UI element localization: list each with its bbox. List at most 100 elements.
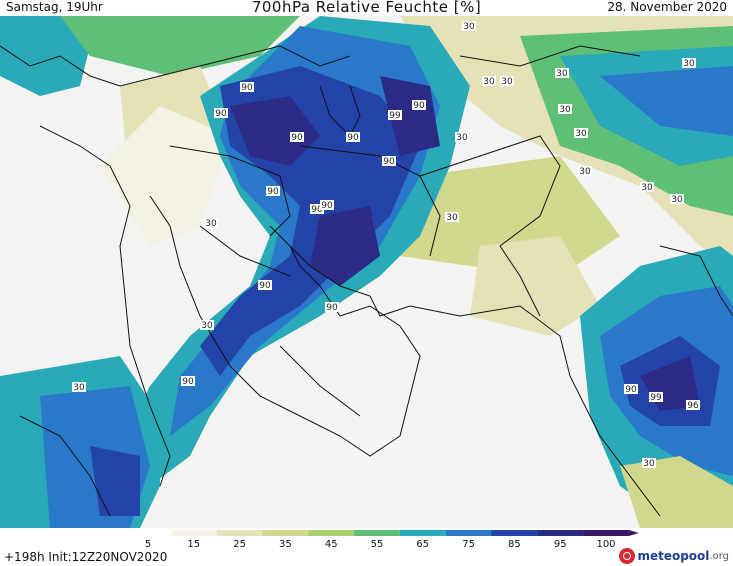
border-central-asia <box>459 45 641 67</box>
coastlines-borders <box>0 45 733 517</box>
svg-text:30: 30 <box>556 69 568 79</box>
svg-text:90: 90 <box>241 83 253 93</box>
humidity-zone-syria <box>100 106 230 246</box>
svg-text:30: 30 <box>201 321 213 331</box>
colorbar-swatch <box>128 530 174 536</box>
humidity-zone-pakistan <box>470 236 600 336</box>
contour-label: 30 <box>555 68 569 79</box>
svg-text:90: 90 <box>291 133 303 143</box>
colorbar-ticks: 5 15 25 35 45 55 65 75 85 95 100 <box>145 539 616 548</box>
colorbar-swatch <box>399 530 446 536</box>
valid-day-time: Samstag, 19Uhr <box>6 0 103 14</box>
map-canvas: 30 30 30 30 30 30 30 30 30 30 30 30 30 3… <box>0 16 733 528</box>
colorbar-swatch <box>445 530 492 536</box>
svg-text:90: 90 <box>215 109 227 119</box>
contour-label: 30 <box>558 104 572 115</box>
svg-text:30: 30 <box>641 183 653 193</box>
svg-text:90: 90 <box>625 385 637 395</box>
svg-text:99: 99 <box>389 111 401 121</box>
chart-title: 700hPa Relative Feuchte [%] <box>251 0 482 16</box>
svg-text:30: 30 <box>579 167 591 177</box>
colorbar-swatch <box>308 530 355 536</box>
colorbar-tick-label: 15 <box>187 539 200 548</box>
coastline-bay-of-bengal <box>659 245 733 317</box>
border-pakistan-india <box>499 245 541 317</box>
contour-label: 90 <box>181 376 195 387</box>
colorbar: 5 15 25 35 45 55 65 75 85 95 100 <box>128 530 639 548</box>
humidity-zone-india-south <box>620 456 733 528</box>
svg-text:30: 30 <box>501 77 513 87</box>
contour-label: 30 <box>500 76 514 87</box>
chart-footer: 5 15 25 35 45 55 65 75 85 95 100 +198h Init:12Z20N… <box>0 528 733 566</box>
humidity-zone-ne-blue <box>600 66 733 136</box>
svg-text:99: 99 <box>650 393 662 403</box>
contour-labels: 30 30 30 30 30 30 30 30 30 30 30 30 30 3… <box>72 21 700 469</box>
logo-text: meteopool <box>637 549 710 563</box>
svg-text:30: 30 <box>559 105 571 115</box>
colorbar-swatch <box>491 530 538 536</box>
contour-label: 96 <box>686 400 700 411</box>
contour-label: 90 <box>320 200 334 211</box>
colorbar-tick-label: 55 <box>371 539 384 548</box>
colorbar-swatch <box>583 530 629 536</box>
svg-text:30: 30 <box>483 77 495 87</box>
humidity-shading <box>0 16 733 528</box>
colorbar-tick-label: 45 <box>325 539 338 548</box>
meteopool-logo[interactable]: meteopool .org <box>619 546 729 566</box>
colorbar-swatch <box>537 530 584 536</box>
colorbar-tick-label: 5 <box>145 539 151 548</box>
contour-label: 90 <box>310 204 324 215</box>
svg-text:30: 30 <box>643 459 655 469</box>
coastline-black-sea <box>199 45 351 67</box>
svg-text:30: 30 <box>575 129 587 139</box>
contour-label: 90 <box>240 82 254 93</box>
logo-suffix: .org <box>709 550 729 562</box>
humidity-zone-north <box>60 16 300 76</box>
contour-label: 30 <box>682 58 696 69</box>
svg-text:90: 90 <box>311 205 323 215</box>
svg-text:30: 30 <box>683 59 695 69</box>
svg-text:30: 30 <box>73 383 85 393</box>
svg-text:90: 90 <box>383 157 395 167</box>
svg-text:90: 90 <box>347 133 359 143</box>
contour-label: 90 <box>346 132 360 143</box>
contour-label: 30 <box>455 132 469 143</box>
humidity-zone-core-iraq <box>230 96 320 166</box>
contour-label: 30 <box>482 76 496 87</box>
colorbar-swatch <box>216 530 263 536</box>
colorbar-swatch <box>170 530 217 536</box>
colorbar-tick-label: 100 <box>596 539 615 548</box>
contour-label: 30 <box>578 166 592 177</box>
svg-text:30: 30 <box>205 219 217 229</box>
chart-header: Samstag, 19Uhr 700hPa Relative Feuchte [… <box>0 0 733 16</box>
border-saudi-yemen <box>279 345 361 417</box>
contour-label: 90 <box>290 132 304 143</box>
coastline-mediterranean <box>0 45 201 87</box>
meteopool-logo-icon <box>619 548 636 564</box>
model-run-info: +198h Init:12Z20NOV2020 <box>4 550 168 564</box>
contour-label: 30 <box>642 458 656 469</box>
svg-text:30: 30 <box>671 195 683 205</box>
humidity-zone-core-iran <box>380 76 440 156</box>
svg-text:30: 30 <box>463 22 475 32</box>
border-afghanistan <box>419 135 561 247</box>
humidity-zone-core-gulf <box>310 206 380 286</box>
svg-text:90: 90 <box>326 303 338 313</box>
coastline-horn-africa <box>19 415 111 517</box>
colorbar-swatches <box>128 530 639 536</box>
colorbar-tick-label: 65 <box>416 539 429 548</box>
contour-label: 30 <box>445 212 459 223</box>
svg-text:90: 90 <box>259 281 271 291</box>
colorbar-swatch <box>262 530 309 536</box>
svg-text:30: 30 <box>456 133 468 143</box>
border-iraq-syria <box>169 145 291 237</box>
colorbar-tick-label: 35 <box>279 539 292 548</box>
svg-text:30: 30 <box>446 213 458 223</box>
contour-label: 30 <box>640 182 654 193</box>
contour-label: 30 <box>204 218 218 229</box>
contour-label: 90 <box>214 108 228 119</box>
svg-text:90: 90 <box>182 377 194 387</box>
colorbar-tick-label: 85 <box>508 539 521 548</box>
coastline-arabia <box>149 195 421 457</box>
colorbar-tick-label: 75 <box>462 539 475 548</box>
